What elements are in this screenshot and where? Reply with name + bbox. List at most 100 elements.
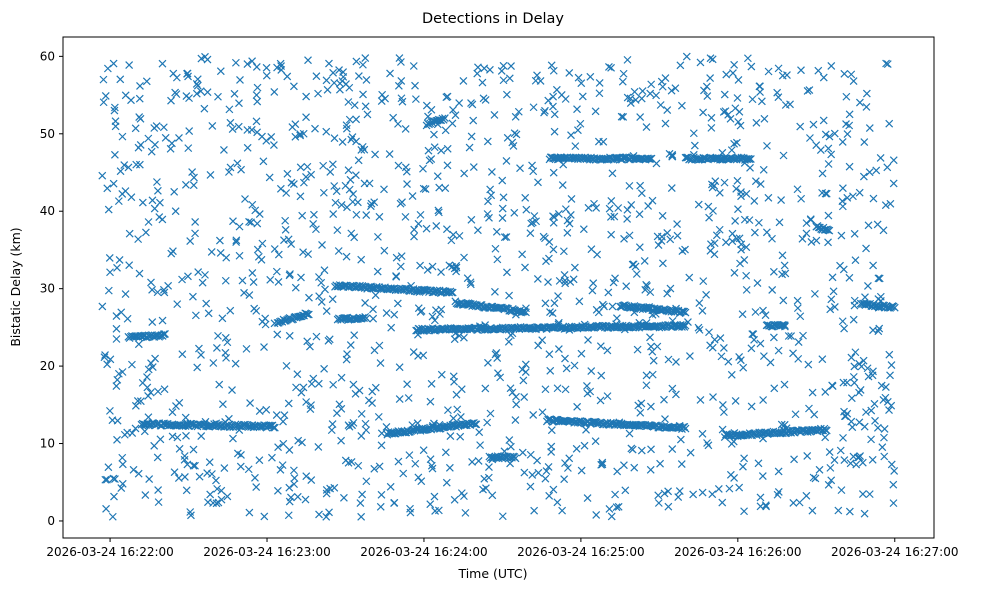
detection-marker <box>361 298 370 307</box>
detection-marker <box>135 269 144 278</box>
detection-marker <box>224 168 233 176</box>
detection-marker <box>459 76 468 85</box>
detection-marker <box>153 288 162 297</box>
detection-marker <box>390 310 399 319</box>
detection-marker <box>648 196 657 205</box>
detection-marker <box>686 448 695 457</box>
detection-marker <box>571 142 580 151</box>
detection-marker <box>184 272 192 281</box>
detection-marker <box>380 185 388 194</box>
detection-marker <box>719 408 728 417</box>
detection-marker <box>652 91 661 100</box>
detection-marker <box>506 442 515 451</box>
detection-marker <box>270 88 279 96</box>
detection-marker <box>502 90 511 99</box>
detection-marker <box>809 120 818 129</box>
detection-marker <box>608 302 617 311</box>
detection-marker <box>663 229 672 237</box>
detection-marker <box>757 97 766 106</box>
detection-marker <box>480 64 489 73</box>
detection-marker <box>646 402 655 411</box>
detection-marker <box>298 438 306 447</box>
detection-marker <box>154 498 163 507</box>
detection-marker <box>430 316 439 325</box>
detection-marker <box>519 307 528 316</box>
detection-marker <box>444 406 452 415</box>
detection-marker <box>144 413 153 422</box>
detection-marker <box>104 286 113 295</box>
detection-marker <box>850 296 859 305</box>
detection-marker <box>735 234 744 243</box>
detection-marker <box>608 169 617 178</box>
detection-marker <box>707 123 716 132</box>
detection-marker <box>279 417 287 426</box>
detection-marker <box>614 204 623 212</box>
detection-marker <box>354 461 363 470</box>
detection-marker <box>880 425 889 433</box>
detection-marker <box>332 409 341 418</box>
detection-marker <box>821 433 830 442</box>
detection-marker <box>847 353 856 362</box>
detection-marker <box>619 69 628 78</box>
detection-marker <box>588 286 597 295</box>
detection-marker <box>112 382 121 390</box>
detection-marker <box>212 476 220 485</box>
detection-marker <box>642 123 651 131</box>
detection-marker <box>622 282 631 291</box>
detection-marker <box>703 92 712 100</box>
detection-marker <box>566 211 575 219</box>
detection-marker <box>414 219 423 228</box>
detection-marker <box>722 430 730 439</box>
detection-marker <box>276 465 285 474</box>
detection-marker <box>422 101 431 110</box>
detection-marker <box>221 333 230 342</box>
detection-marker <box>151 140 159 149</box>
detection-marker <box>182 431 190 440</box>
detection-marker <box>685 273 694 282</box>
detection-marker <box>574 73 583 82</box>
detection-marker <box>112 335 121 343</box>
detection-marker <box>740 454 749 463</box>
detection-marker <box>849 372 858 381</box>
detection-marker <box>521 360 530 369</box>
detection-marker <box>847 70 856 79</box>
detection-marker <box>840 324 849 333</box>
detection-marker <box>589 279 598 288</box>
detection-marker <box>756 88 764 97</box>
detection-marker <box>858 490 867 498</box>
detection-marker <box>802 491 811 500</box>
detection-marker <box>824 238 832 247</box>
detection-marker <box>304 310 313 319</box>
detection-marker <box>280 236 288 245</box>
detection-marker <box>787 332 796 341</box>
detection-marker <box>252 483 261 492</box>
detection-marker <box>748 330 757 338</box>
detection-marker <box>528 471 537 479</box>
detection-marker <box>674 493 683 501</box>
detection-marker <box>628 260 637 269</box>
detection-marker <box>702 290 711 299</box>
detection-marker <box>445 463 454 472</box>
detection-marker <box>561 385 570 394</box>
detection-marker <box>411 81 419 90</box>
detection-marker <box>811 474 820 483</box>
detection-marker <box>194 268 203 276</box>
detection-marker <box>696 396 705 404</box>
detection-marker <box>663 289 672 298</box>
detection-marker <box>191 217 200 226</box>
detection-marker <box>710 181 719 190</box>
detection-marker <box>559 247 568 256</box>
detection-marker <box>386 482 395 491</box>
detection-marker <box>646 333 654 342</box>
detection-marker <box>738 310 747 319</box>
y-tick-label: 0 <box>47 514 55 528</box>
detection-marker <box>274 278 283 286</box>
detection-marker <box>851 256 860 265</box>
detection-marker <box>630 463 639 472</box>
detection-marker <box>160 288 169 297</box>
detection-marker <box>619 113 628 121</box>
detection-marker <box>735 483 744 492</box>
detection-marker <box>563 216 572 225</box>
detection-marker <box>533 456 542 465</box>
detection-marker <box>223 492 232 501</box>
